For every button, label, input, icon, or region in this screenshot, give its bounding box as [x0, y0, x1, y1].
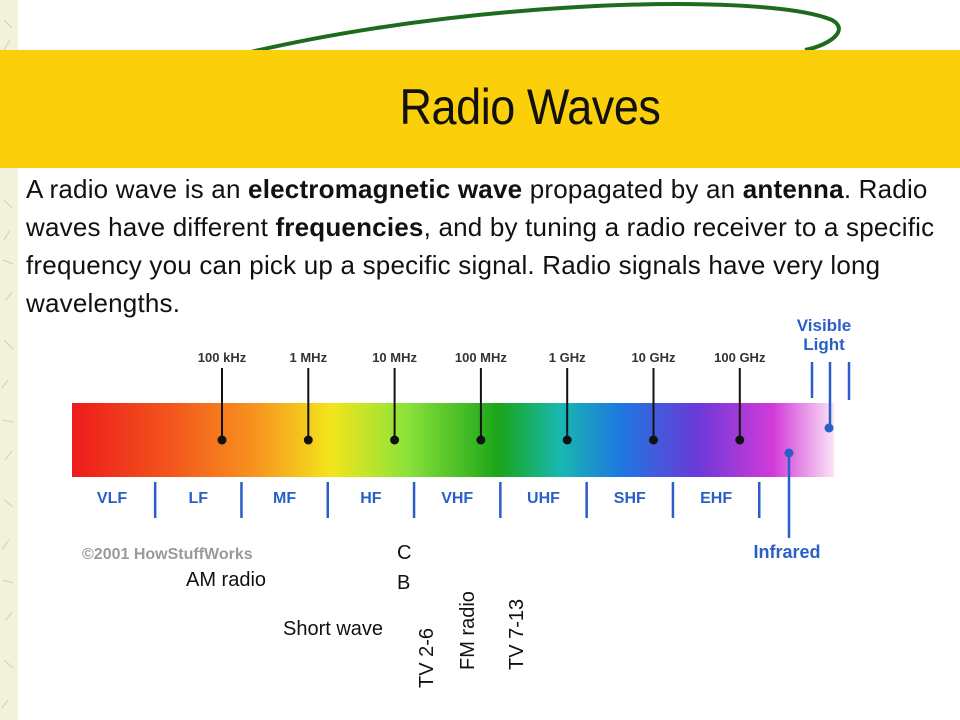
- body-text-4: , and by tuning a radio receiver to a sp…: [26, 212, 935, 318]
- visible-label-line2: Light: [803, 335, 845, 354]
- band-label: UHF: [527, 490, 560, 507]
- frequency-label: 1 MHz: [290, 350, 328, 365]
- cb-label-c: C: [397, 542, 412, 564]
- body-text-1: A radio wave is an: [26, 174, 249, 204]
- em-spectrum-diagram: 100 kHz 1 MHz 10 MHz 100 MHz 1 GHz 10 GHz 100 …: [72, 316, 852, 563]
- frequency-label: 1 GHz: [549, 350, 586, 365]
- swoosh-arc: [181, 2, 841, 72]
- short-wave-label: Short wave: [283, 618, 384, 640]
- body-paragraph: A radio wave is an electromagnetic wave …: [26, 170, 956, 322]
- frequency-dot: [476, 435, 486, 445]
- slide-title: Radio Waves: [399, 79, 661, 135]
- band-label: EHF: [700, 490, 732, 507]
- term-antenna: antenna: [742, 174, 844, 204]
- copyright-label: ©2001 HowStuffWorks: [82, 546, 253, 563]
- frequency-dot: [303, 435, 313, 445]
- frequency-label: 100 GHz: [714, 350, 766, 365]
- title-band: [0, 50, 960, 168]
- frequency-dot: [735, 435, 745, 445]
- visible-label-line1: Visible: [797, 316, 852, 335]
- fm-radio-label: FM radio: [457, 591, 479, 670]
- term-frequencies: frequencies: [275, 212, 424, 242]
- frequency-dot: [562, 435, 572, 445]
- tv-7-13-label: TV 7-13: [506, 598, 528, 670]
- frequency-label: 10 MHz: [372, 350, 417, 365]
- term-electromagnetic-wave: electromagnetic wave: [248, 174, 523, 204]
- infrared-label: Infrared: [753, 542, 820, 562]
- frequency-dot: [217, 435, 227, 445]
- am-radio-label: AM radio: [186, 569, 267, 591]
- frequency-label: 100 kHz: [198, 350, 247, 365]
- tv-2-6-label: TV 2-6: [416, 627, 438, 688]
- frequency-dot: [649, 435, 658, 445]
- band-label: MF: [273, 490, 296, 507]
- band-label: LF: [189, 490, 209, 507]
- cb-label-b: B: [397, 572, 411, 594]
- frequency-label: 10 GHz: [631, 350, 676, 365]
- body-text-2: propagated by an: [522, 174, 743, 204]
- frequency-dot: [390, 435, 400, 445]
- spectrum-bar: [72, 403, 834, 477]
- frequency-label: 100 MHz: [455, 350, 508, 365]
- band-label: HF: [360, 490, 382, 507]
- band-label: VHF: [441, 490, 473, 507]
- band-label: VLF: [97, 490, 127, 507]
- band-label: SHF: [614, 490, 646, 507]
- body-text-3: . Radio waves have different: [26, 174, 928, 242]
- visible-light-marker: [810, 362, 851, 428]
